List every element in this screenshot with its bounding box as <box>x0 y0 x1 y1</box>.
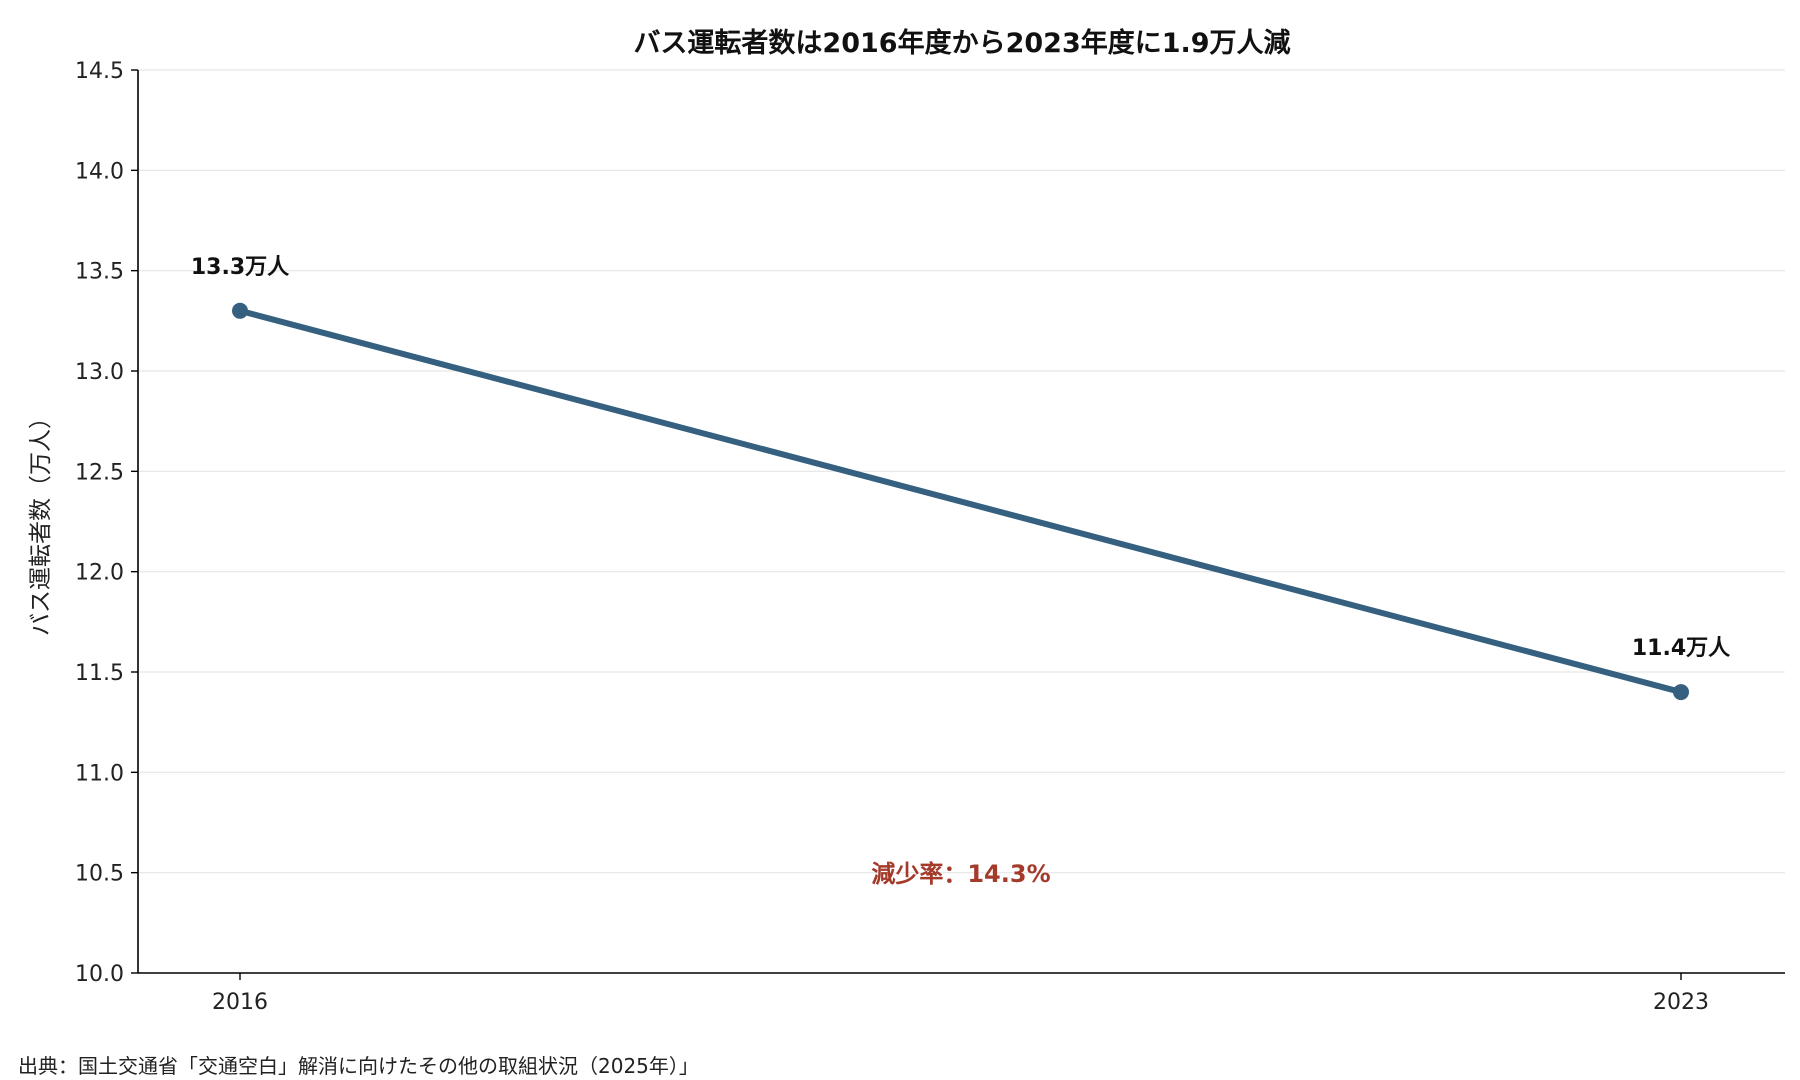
decline-rate-annotation: 減少率：14.3% <box>871 860 1050 888</box>
data-point <box>1673 684 1689 701</box>
y-tick-label: 10.0 <box>75 962 124 987</box>
data-labels: 13.3万人 11.4万人 <box>191 255 1730 661</box>
y-axis-label: バス運転者数（万人） <box>28 406 54 636</box>
x-ticks: 2016 2023 <box>212 973 1709 1015</box>
x-tick-label: 2023 <box>1653 990 1709 1015</box>
y-tick-label: 13.0 <box>75 360 124 385</box>
y-ticks: 10.0 10.5 11.0 11.5 12.0 12.5 13.0 13.5 14.0 14.5 <box>75 59 138 987</box>
y-tick-label: 12.0 <box>75 561 124 586</box>
data-point <box>232 302 248 319</box>
axes <box>137 70 1785 974</box>
data-label: 13.3万人 <box>191 255 289 280</box>
x-tick-label: 2016 <box>212 990 268 1015</box>
y-tick-label: 14.5 <box>75 59 124 84</box>
data-label: 11.4万人 <box>1632 636 1730 661</box>
series-line <box>237 307 1684 696</box>
y-tick-label: 11.0 <box>75 761 124 786</box>
gridlines <box>138 69 1785 874</box>
series-layer <box>232 302 1689 701</box>
y-tick-label: 14.0 <box>75 159 124 184</box>
y-tick-label: 12.5 <box>75 460 124 485</box>
y-tick-label: 10.5 <box>75 862 124 887</box>
chart-title: バス運転者数は2016年度から2023年度に1.9万人減 <box>633 27 1290 59</box>
source-note: 出典：国土交通省「交通空白」解消に向けたその他の取組状況（2025年）」 <box>18 1054 699 1078</box>
y-tick-label: 13.5 <box>75 260 124 285</box>
y-tick-label: 11.5 <box>75 661 124 686</box>
